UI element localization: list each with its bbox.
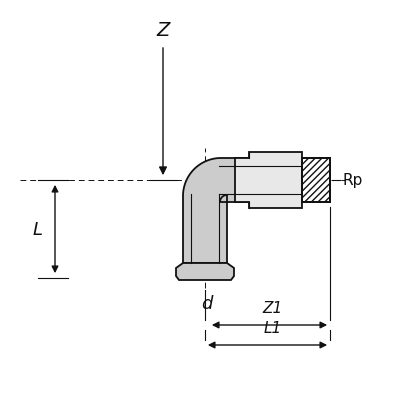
Text: Z: Z [156, 21, 170, 40]
Polygon shape [235, 152, 330, 208]
Text: Rp: Rp [342, 172, 362, 188]
Polygon shape [302, 158, 330, 202]
Polygon shape [183, 158, 330, 263]
Text: d: d [201, 295, 213, 313]
Text: L: L [33, 221, 43, 239]
Polygon shape [176, 263, 234, 280]
Text: L1: L1 [263, 321, 282, 336]
Text: Z1: Z1 [262, 301, 283, 316]
Polygon shape [302, 158, 330, 202]
